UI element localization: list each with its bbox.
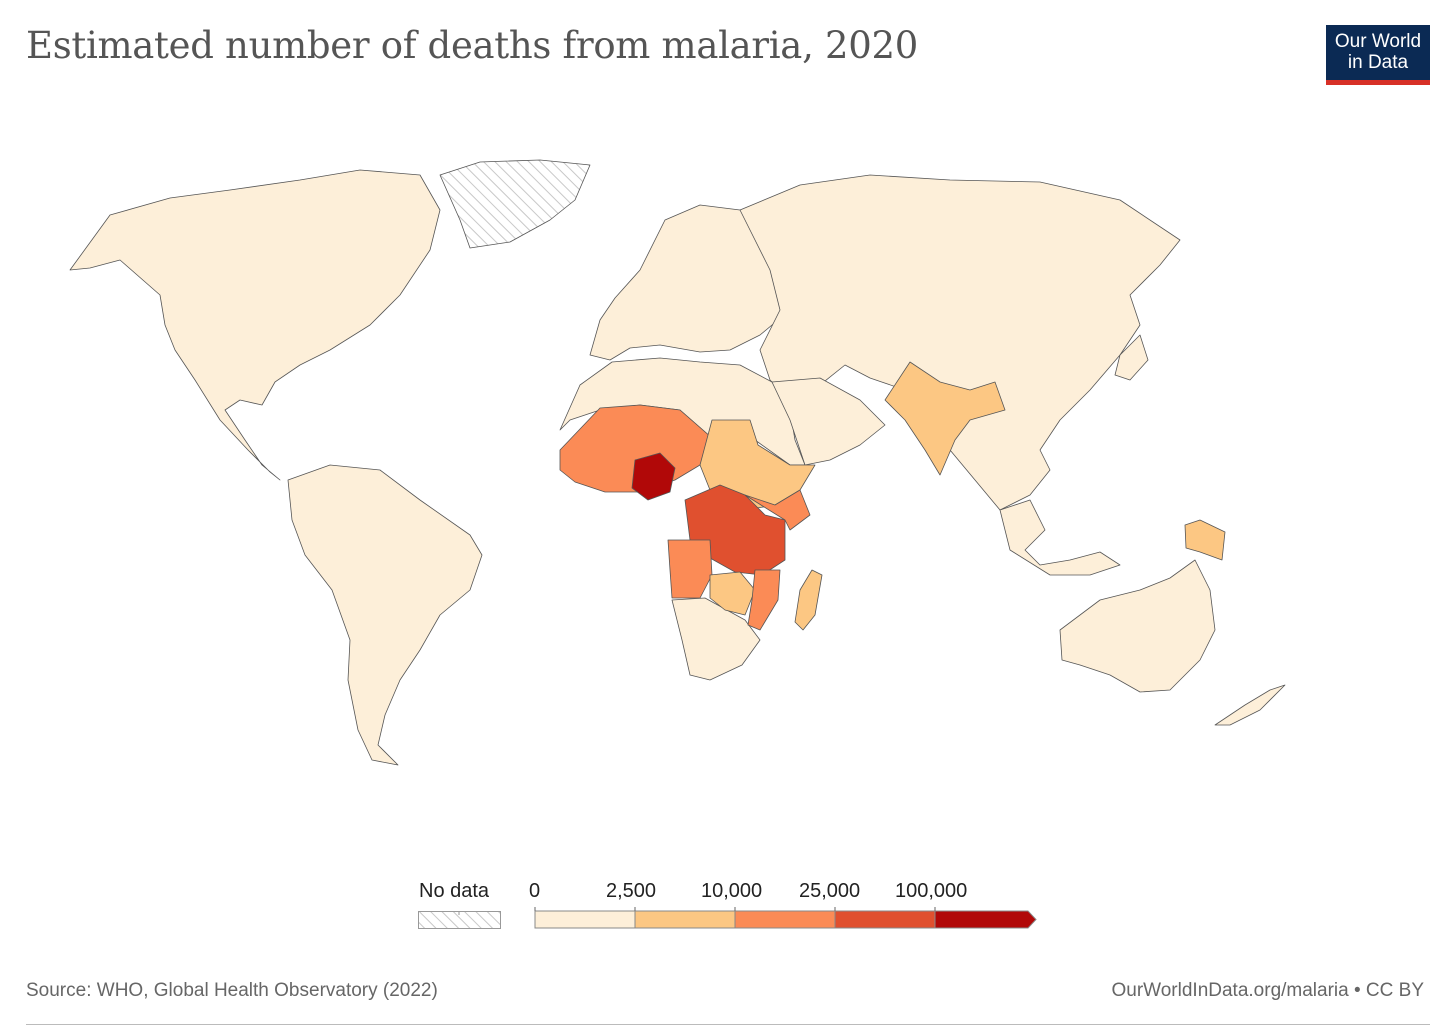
legend-swatch-4 [934, 910, 1037, 929]
legend-tick-4: 100,000 [895, 880, 968, 902]
region-australia[interactable] [1059, 559, 1216, 693]
region-mozambique[interactable] [747, 569, 781, 631]
region-india[interactable] [884, 361, 1006, 476]
legend-color-scale [534, 907, 1037, 929]
logo-line-2: in Data [1347, 52, 1409, 73]
legend-swatch-0 [534, 910, 636, 929]
legend-tick-3: 25,000 [799, 880, 861, 902]
legend-no-data-label: No data [419, 880, 490, 902]
region-asia[interactable] [739, 174, 1181, 511]
legend-swatch-3 [834, 910, 936, 929]
logo-line-1: Our World [1334, 31, 1422, 52]
region-southern-africa[interactable] [671, 597, 761, 681]
region-madagascar[interactable] [794, 569, 823, 631]
legend-tick-2: 10,000 [701, 880, 763, 902]
region-north-america[interactable] [69, 169, 441, 481]
attribution-link[interactable]: OurWorldInData.org/malaria • CC BY [1111, 980, 1424, 1001]
region-southeast-asia[interactable] [999, 499, 1121, 576]
legend-swatch-2 [734, 910, 836, 929]
owid-logo[interactable]: Our World in Data [1326, 25, 1430, 85]
legend-no-data-swatch [418, 911, 501, 929]
chart-title: Estimated number of deaths from malaria,… [26, 24, 918, 67]
source-note: Source: WHO, Global Health Observatory (… [26, 980, 438, 1001]
region-east-africa[interactable] [744, 489, 811, 531]
region-papua-new-guinea[interactable] [1184, 519, 1226, 561]
legend-tick-0: 0 [529, 880, 541, 902]
region-angola[interactable] [667, 539, 713, 599]
region-japan[interactable] [1114, 334, 1149, 381]
legend-swatch-1 [634, 910, 736, 929]
region-new-zealand[interactable] [1214, 684, 1286, 726]
legend-tick-1: 2,500 [606, 880, 657, 902]
region-nigeria[interactable] [631, 452, 676, 501]
region-greenland[interactable] [439, 159, 591, 249]
region-south-america[interactable] [287, 464, 483, 766]
world-map[interactable] [0, 120, 1456, 800]
bottom-divider [26, 1024, 1430, 1025]
region-zambia-zimbabwe[interactable] [709, 571, 756, 616]
region-middle-east[interactable] [771, 377, 886, 466]
